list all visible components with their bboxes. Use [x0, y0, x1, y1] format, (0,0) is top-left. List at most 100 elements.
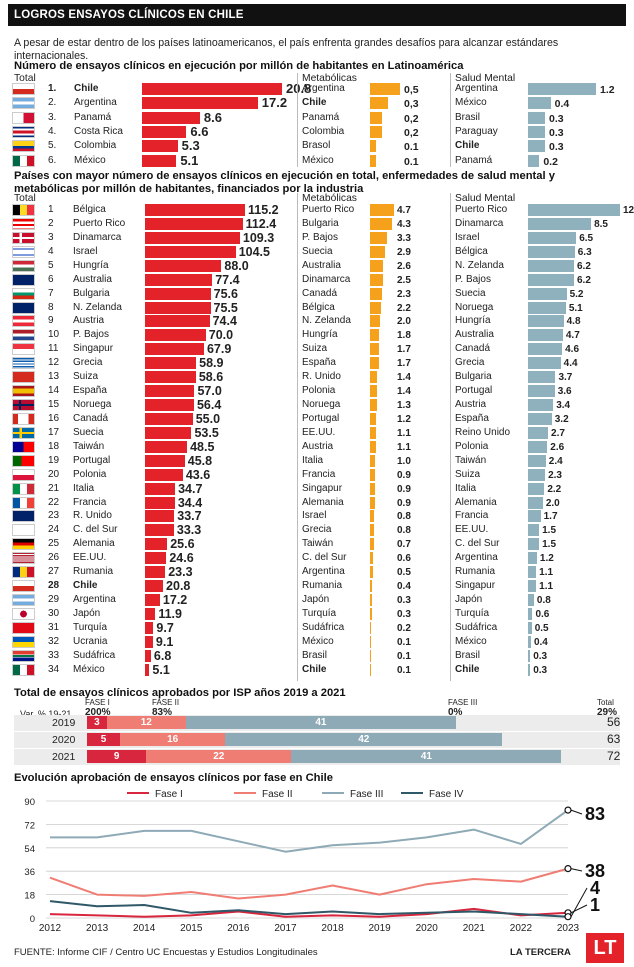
value-label: 6.2 — [577, 274, 591, 286]
value-label: 24.6 — [169, 551, 194, 566]
hungria-flag-icon — [12, 259, 35, 272]
bar-total — [145, 245, 236, 258]
bar-total — [145, 482, 176, 495]
country-label: Bulgaria — [455, 371, 492, 383]
bar-salud-mental — [528, 83, 596, 95]
country-label: Costa Rica — [74, 125, 123, 137]
bar-salud-mental — [528, 204, 620, 216]
bar-total — [145, 385, 195, 398]
value-label: 1.4 — [397, 372, 411, 384]
value-label: 0.3 — [533, 650, 548, 662]
value-label: 0.3 — [549, 126, 564, 139]
bar-salud-mental — [528, 315, 564, 328]
x-tick-label: 2018 — [321, 923, 344, 934]
rank-label: 10 — [48, 329, 60, 341]
country-label: México — [455, 97, 487, 109]
bar-metabolicas — [370, 329, 380, 342]
value-label: 1.1 — [397, 441, 411, 453]
panel-head-metabolicas: Metabólicas — [302, 73, 357, 84]
value-label: 4.7 — [565, 330, 580, 342]
rank-label: 6 — [48, 273, 54, 285]
value-label: 0.3 — [397, 595, 411, 607]
bar-metabolicas — [370, 301, 382, 314]
bar-total — [145, 301, 211, 314]
value-label: 1.7 — [543, 511, 558, 523]
country-label: Singapur — [302, 482, 343, 494]
value-label: 70.0 — [208, 328, 234, 343]
value-label: 74.4 — [212, 314, 237, 329]
value-label: 1.1 — [539, 581, 554, 593]
bar-metabolicas — [370, 315, 381, 328]
country-label: Dinamarca — [302, 273, 351, 285]
country-label: Sudáfrica — [302, 621, 345, 633]
country-label: N. Zelanda — [302, 315, 351, 327]
x-tick-label: 2013 — [86, 923, 109, 934]
francia-flag-icon — [12, 496, 35, 509]
bar-total — [145, 315, 210, 328]
country-label: Brasil — [455, 111, 481, 123]
bar-metabolicas — [370, 154, 376, 167]
bar-total — [145, 287, 211, 300]
rank-label: 12 — [48, 357, 60, 369]
country-label: Argentina — [73, 594, 116, 606]
bulgaria-flag-icon — [12, 287, 35, 300]
country-label: P. Bajos — [302, 231, 338, 243]
country-label: Brasil — [302, 649, 328, 661]
country-label: Israel — [73, 245, 98, 257]
country-label: Portugal — [302, 412, 340, 424]
country-label: Puerto Rico — [302, 204, 355, 215]
country-label: Italia — [302, 454, 324, 466]
stack-fase-iii: 42 — [225, 733, 503, 746]
value-label: 2.3 — [548, 469, 562, 481]
rank-label: 20 — [48, 468, 60, 480]
country-label: Austria — [302, 440, 334, 452]
country-label: Colombia — [302, 125, 345, 137]
value-label: 58.9 — [199, 356, 224, 371]
rank-label: 28 — [48, 580, 60, 592]
value-label: 104.5 — [238, 244, 270, 259]
country-label: N. Zelanda — [455, 259, 504, 271]
year-label: 2019 — [52, 717, 76, 729]
bar-total — [142, 97, 258, 110]
x-tick-label: 2016 — [227, 923, 250, 934]
value-label: 8.6 — [203, 109, 222, 125]
country-label: Noruega — [302, 399, 341, 411]
value-label: 4.7 — [397, 205, 411, 216]
value-label: 2.9 — [397, 246, 411, 258]
value-label: 2.0 — [397, 316, 411, 328]
country-label: Rumania — [73, 566, 114, 578]
country-label: Suecia — [73, 426, 104, 438]
rank-label: 16 — [48, 412, 60, 424]
country-label: EE.UU. — [455, 524, 489, 536]
panama-flag-icon — [12, 111, 35, 124]
bar-total — [145, 594, 160, 607]
rank-label: 22 — [48, 496, 60, 508]
bar-salud-mental — [528, 482, 545, 495]
value-label: 4.3 — [397, 218, 411, 230]
country-label: Brasol — [302, 140, 331, 152]
value-label: 25.6 — [170, 537, 195, 552]
value-label: 9.7 — [156, 620, 174, 635]
year-label: 2021 — [52, 751, 76, 763]
bar-salud-mental — [528, 154, 540, 167]
sudafrica-flag-icon — [12, 649, 35, 662]
bar-metabolicas — [370, 649, 371, 662]
bar-salud-mental — [528, 111, 545, 124]
value-label: 0.2 — [397, 622, 411, 634]
rank-label: 1 — [48, 204, 54, 215]
value-label: 4.6 — [565, 344, 580, 356]
brand-logo: LT — [586, 933, 624, 963]
rank-label: 21 — [48, 482, 60, 494]
bar-salud-mental — [528, 357, 561, 370]
argentina-flag-icon — [12, 97, 35, 110]
bar-salud-mental — [528, 635, 531, 648]
bar-metabolicas — [370, 371, 378, 384]
value-label: 20.8 — [286, 81, 312, 96]
country-label: P. Bajos — [455, 273, 491, 285]
taiwan-flag-icon — [12, 440, 35, 453]
bar-metabolicas — [370, 125, 382, 138]
value-label: 1.1 — [539, 567, 554, 579]
bar-total — [145, 468, 183, 481]
country-label: Turquía — [73, 621, 108, 633]
bar-total — [145, 440, 188, 453]
